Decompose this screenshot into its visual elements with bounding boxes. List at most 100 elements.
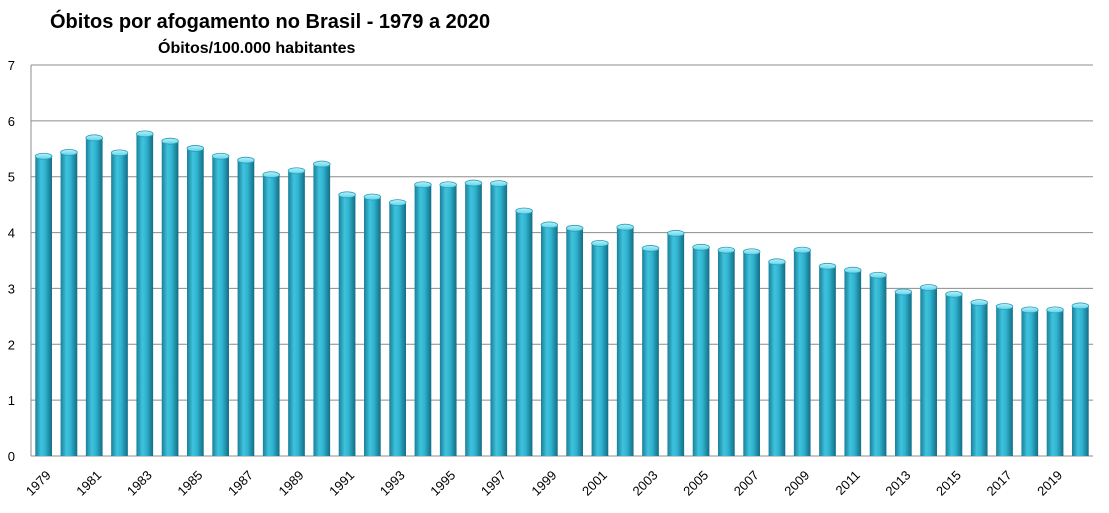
x-tick-label: 2007 bbox=[731, 468, 762, 499]
bar-cap bbox=[894, 288, 913, 296]
x-tick-label: 2003 bbox=[630, 468, 661, 499]
y-tick-label: 1 bbox=[8, 393, 15, 408]
bar bbox=[136, 130, 154, 456]
gridlines bbox=[31, 64, 1093, 401]
bar-body bbox=[35, 156, 52, 457]
bar-cap bbox=[414, 181, 432, 189]
bar-cap bbox=[869, 271, 887, 279]
bar-cap bbox=[591, 239, 609, 247]
bar-body bbox=[187, 148, 204, 457]
x-tick-label: 1979 bbox=[23, 468, 54, 499]
bar-body bbox=[566, 228, 583, 456]
x-tick-label: 1987 bbox=[225, 468, 256, 499]
bar-cap bbox=[970, 299, 988, 307]
bar-cap bbox=[919, 284, 938, 291]
bar bbox=[768, 258, 786, 456]
bar-body bbox=[288, 170, 305, 456]
bar-body bbox=[996, 306, 1013, 456]
bar bbox=[313, 160, 331, 456]
bar bbox=[565, 224, 584, 456]
bar-cap bbox=[110, 149, 129, 157]
bar-cap bbox=[1046, 306, 1064, 314]
bar-cap bbox=[211, 152, 230, 160]
bar-body bbox=[1046, 309, 1064, 456]
bar bbox=[287, 167, 306, 456]
axes bbox=[30, 65, 1093, 457]
x-tick-label: 2001 bbox=[579, 468, 610, 499]
bar bbox=[414, 181, 432, 456]
bar-cap bbox=[313, 160, 331, 168]
bar bbox=[60, 148, 78, 456]
x-tick-label: 1985 bbox=[174, 468, 205, 499]
bar-body bbox=[313, 164, 331, 456]
bar-body bbox=[490, 183, 508, 457]
bar bbox=[995, 303, 1014, 456]
bars bbox=[34, 130, 1090, 457]
bar-cap bbox=[161, 137, 179, 145]
bar bbox=[211, 152, 230, 457]
bar-body bbox=[60, 152, 78, 456]
x-tick-label: 1981 bbox=[73, 468, 104, 499]
bar-cap bbox=[262, 171, 280, 179]
bar-body bbox=[364, 197, 381, 456]
bar-body bbox=[414, 184, 432, 456]
bar-body bbox=[111, 152, 128, 456]
x-tick-label: 1997 bbox=[478, 468, 509, 499]
bar bbox=[186, 145, 205, 457]
bar-body bbox=[667, 233, 685, 456]
x-tick-label: 2011 bbox=[833, 468, 863, 498]
bar-body bbox=[844, 270, 862, 456]
bar bbox=[616, 223, 634, 456]
bar-body bbox=[161, 141, 179, 456]
bar bbox=[818, 262, 837, 456]
bar-cap bbox=[540, 221, 559, 229]
bar-body bbox=[439, 184, 457, 456]
bar-body bbox=[616, 227, 634, 456]
bar-cap bbox=[287, 167, 306, 175]
y-tick-labels: 0 1 2 3 4 5 6 7 bbox=[8, 58, 15, 464]
x-tick-label: 2009 bbox=[781, 468, 812, 499]
bar-cap bbox=[641, 245, 660, 252]
bar bbox=[894, 288, 913, 456]
y-tick-label: 2 bbox=[8, 337, 15, 352]
bar-cap bbox=[439, 181, 457, 189]
x-tick-label: 1995 bbox=[427, 468, 458, 499]
y-tick-label: 7 bbox=[8, 58, 15, 73]
bar-cap bbox=[388, 199, 407, 207]
bar bbox=[844, 266, 862, 456]
y-tick-label: 5 bbox=[8, 170, 15, 185]
bar-cap bbox=[136, 130, 154, 138]
bar-cap bbox=[338, 191, 356, 199]
y-tick-label: 6 bbox=[8, 114, 15, 129]
chart-title: Óbitos por afogamento no Brasil - 1979 a… bbox=[50, 11, 491, 33]
bar-cap bbox=[844, 266, 862, 274]
bar-body bbox=[692, 247, 710, 456]
bar-body bbox=[1072, 305, 1089, 456]
bar bbox=[1071, 302, 1090, 456]
bar-body bbox=[212, 156, 229, 457]
bar-body bbox=[465, 183, 482, 456]
bar-body bbox=[262, 174, 280, 457]
x-tick-label: 2017 bbox=[984, 468, 1015, 499]
bar-body bbox=[895, 291, 912, 456]
bar-cap bbox=[616, 223, 634, 231]
chart-subtitle: Óbitos/100.000 habitantes bbox=[158, 40, 356, 57]
y-tick-label: 4 bbox=[8, 226, 15, 241]
bar-cap bbox=[34, 152, 53, 160]
bar-cap bbox=[85, 134, 103, 142]
bar bbox=[540, 221, 559, 456]
bar-body bbox=[743, 251, 760, 456]
bar-cap bbox=[565, 224, 584, 232]
bar-cap bbox=[1071, 302, 1090, 310]
x-tick-label: 1991 bbox=[326, 468, 357, 499]
bar bbox=[742, 248, 761, 456]
bar-body bbox=[85, 137, 103, 457]
bar bbox=[388, 199, 407, 456]
bar-cap bbox=[945, 290, 963, 298]
y-tick-label: 0 bbox=[8, 449, 15, 464]
bar-cap bbox=[692, 243, 710, 251]
x-tick-label: 1983 bbox=[124, 468, 155, 499]
bar-body bbox=[389, 202, 406, 456]
bar bbox=[919, 284, 938, 456]
